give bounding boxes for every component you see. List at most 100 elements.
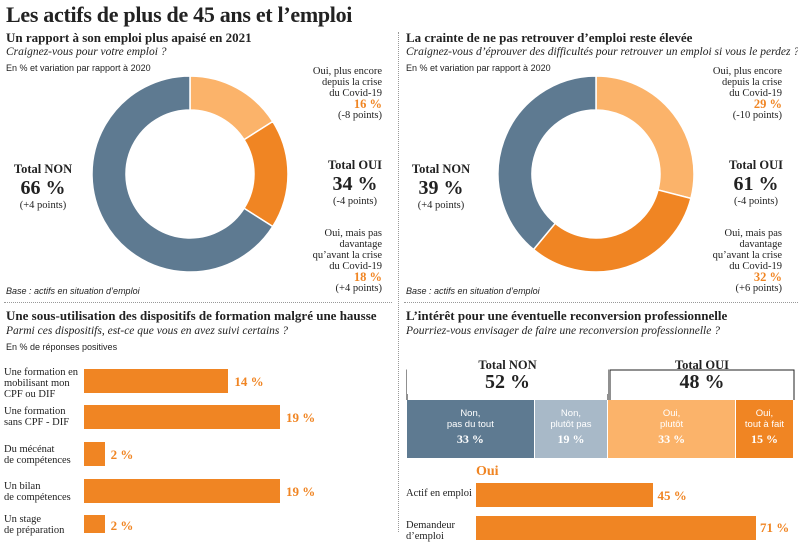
p4-bar-1 <box>476 483 654 507</box>
p1-non-delta: (+4 points) <box>19 200 67 211</box>
p4-seg-non-pas-du-tout: Non, pas du tout 33 % <box>407 400 534 458</box>
p4-seg-oui-plutot: Oui, plutôt 33 % <box>608 400 735 458</box>
panel3-question: Parmi ces dispositifs, est-ce que vous e… <box>6 325 289 337</box>
p2-slice-b-label: Oui, mais pas davantage qu’avant la cris… <box>670 228 782 294</box>
p4-seg4-l2: tout à fait <box>744 419 784 430</box>
p1-slice-b-label: Oui, mais pas davantage qu’avant la cris… <box>270 228 382 294</box>
p2-oui-delta: (-4 points) <box>733 196 779 207</box>
p4-row2-line1: Demandeur <box>406 520 455 531</box>
p3-row1-label: Une formation en mobilisant mon CPF ou D… <box>4 367 78 400</box>
p1-oui-delta: (-4 points) <box>332 196 378 207</box>
p1-b-line4: du Covid-19 <box>329 261 382 272</box>
p4-oui-block: Total OUI 48 % <box>610 358 794 394</box>
panel4-question: Pourriez-vous envisager de faire une rec… <box>406 325 720 337</box>
panel3-unit: En % de réponses positives <box>6 342 118 352</box>
p4-seg2-value: 19 % <box>557 432 585 446</box>
p2-oui-value: 61 % <box>733 173 779 195</box>
p4-non-label: Total NON <box>478 358 537 372</box>
p4-stacked-bar: Non, pas du tout 33 % Non, plutôt pas 19 %… <box>407 400 794 458</box>
donut2-slice-2 <box>532 189 692 273</box>
panel1-unit: En % et variation par rapport à 2020 <box>6 63 151 73</box>
p1-b-line1: Oui, mais pas <box>324 228 382 239</box>
p4-seg3-value: 33 % <box>658 432 686 446</box>
p2-a-value: 29 % <box>753 97 782 111</box>
donut-chart-2 <box>497 75 695 273</box>
panel2-unit: En % et variation par rapport à 2020 <box>406 63 551 73</box>
donut1-slice-2 <box>243 120 289 228</box>
donut1-slice-3 <box>91 75 274 273</box>
p4-seg1-l1: Non, <box>460 408 481 419</box>
p1-a-line2: depuis la crise <box>321 77 382 88</box>
p4-seg2-l1: Non, <box>560 408 581 419</box>
p4-seg2-label: Non, plutôt pas <box>535 408 608 430</box>
p3-row1-line1: Une formation en <box>4 367 79 378</box>
p4-seg-non-plutot-pas: Non, plutôt pas 19 % <box>534 400 608 458</box>
p3-bar-1 <box>84 369 229 393</box>
p3-row3-line1: Du mécénat <box>4 444 55 455</box>
p4-bar-2-value: 71 % <box>760 520 790 535</box>
p3-bar-3 <box>84 442 105 466</box>
p4-seg3-l1: Oui, <box>662 408 681 419</box>
p2-a-delta: (-10 points) <box>732 110 782 121</box>
p3-row3-label: Du mécénat de compétences <box>4 444 71 466</box>
donut2-slice-3 <box>497 75 597 251</box>
p3-bar-3-value: 2 % <box>110 447 134 462</box>
p1-base: Base : actifs en situation d’emploi <box>6 286 140 296</box>
panel3-heading: Une sous-utilisation des dispositifs de … <box>6 308 377 323</box>
p2-non-block: Total NON 39 % (+4 points) <box>406 162 476 211</box>
p4-bar-1-value: 45 % <box>657 488 687 503</box>
p2-b-value: 32 % <box>753 270 782 284</box>
p3-row3-line2: de compétences <box>4 455 71 466</box>
p3-row4-label: Un bilan de compétences <box>4 481 71 503</box>
p3-row4-line2: de compétences <box>4 492 71 503</box>
p3-bar-2 <box>84 405 280 429</box>
p3-bar-1-value: 14 % <box>234 374 264 389</box>
p4-row2-label: Demandeur d’emploi <box>406 520 455 542</box>
panel4-heading: L’intérêt pour une éventuelle reconversi… <box>406 308 728 323</box>
p4-seg4-l1: Oui, <box>755 408 774 419</box>
p2-b-line4: du Covid-19 <box>729 261 782 272</box>
panel1-question: Craignez-vous pour votre emploi ? <box>6 46 167 58</box>
p4-row1-label: Actif en emploi <box>406 488 472 499</box>
p3-bar-4-value: 19 % <box>286 484 316 499</box>
page-title: Les actifs de plus de 45 ans et l’emploi <box>6 2 353 27</box>
p1-non-value: 66 % <box>20 177 66 199</box>
p1-a-line1: Oui, plus encore <box>312 66 382 77</box>
p2-b-line1: Oui, mais pas <box>724 228 782 239</box>
p1-b-line3: qu’avant la crise <box>312 250 382 261</box>
p1-a-value: 16 % <box>353 97 382 111</box>
p1-oui-label: Total OUI <box>327 158 383 172</box>
p4-non-block: Total NON 52 % <box>407 358 608 394</box>
p3-row2-line2: sans CPF - DIF <box>4 417 70 428</box>
donut-chart-1 <box>91 75 289 273</box>
vertical-divider <box>398 32 399 532</box>
p2-oui-block: Total OUI 61 % (-4 points) <box>720 158 792 207</box>
p2-oui-label: Total OUI <box>728 158 784 172</box>
horizontal-divider-right <box>404 302 798 303</box>
p3-row1-line2: mobilisant mon <box>4 378 70 389</box>
p3-row2-line1: Une formation <box>4 406 66 417</box>
panel2-question: Craignez-vous d’éprouver des difficultés… <box>406 46 798 58</box>
p1-non-block: Total NON 66 % (+4 points) <box>8 162 78 211</box>
p2-non-value: 39 % <box>418 177 464 199</box>
p3-row4-line1: Un bilan <box>4 481 41 492</box>
p2-a-line2: depuis la crise <box>721 77 782 88</box>
p1-b-value: 18 % <box>353 270 382 284</box>
p1-slice-a-label: Oui, plus encore depuis la crise du Covi… <box>290 66 382 121</box>
p4-oui-heading: Oui <box>476 464 499 479</box>
p1-a-line3: du Covid-19 <box>329 88 382 99</box>
p1-b-line2: davantage <box>339 239 382 250</box>
p3-row5-line1: Un stage <box>4 514 42 525</box>
p2-non-delta: (+4 points) <box>417 200 465 211</box>
p3-bar-2-value: 19 % <box>286 410 316 425</box>
p1-oui-value: 34 % <box>332 173 378 195</box>
p1-b-delta: (+4 points) <box>335 283 382 294</box>
p4-oui-label: Total OUI <box>674 358 730 372</box>
p3-bar-5-value: 2 % <box>110 518 134 533</box>
p2-non-label: Total NON <box>411 162 471 176</box>
p4-seg3-label: Oui, plutôt <box>608 408 735 430</box>
p3-bar-4 <box>84 479 280 503</box>
p3-row2-label: Une formation sans CPF - DIF <box>4 406 69 428</box>
panel2-heading: La crainte de ne pas retrouver d’emploi … <box>406 30 693 45</box>
p4-oui-value: 48 % <box>679 371 725 393</box>
